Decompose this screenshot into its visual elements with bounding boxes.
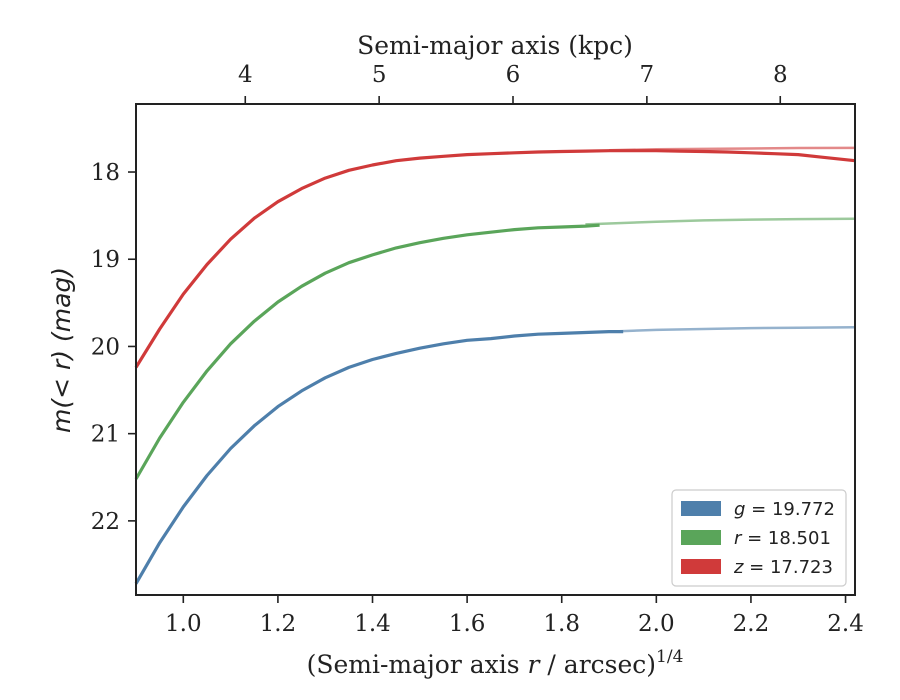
model-line-g: [608, 326, 856, 333]
x-tick-label: 1.6: [449, 611, 486, 637]
y-axis-label: m(< r) (mag): [47, 267, 76, 433]
top-axis-label: Semi-major axis (kpc): [357, 31, 633, 60]
top-tick-label: 6: [506, 62, 521, 88]
top-axis-ticks: 4 5 6 7 8: [238, 62, 788, 104]
y-tick-label: 19: [91, 247, 120, 273]
y-axis-ticks: 18 19 20 21 22: [91, 160, 136, 535]
legend-var: z: [733, 557, 749, 578]
series-line-g: [134, 330, 624, 585]
x-tick-label: 1.8: [543, 611, 580, 637]
legend-label-g: g = 19.772: [734, 499, 835, 520]
series-line-r: [134, 223, 600, 480]
legend-swatch-g: [681, 501, 721, 516]
x-axis-ticks: 1.0 1.2 1.4 1.6 1.8 2.0 2.2 2.4: [165, 595, 864, 637]
legend-var: r: [734, 528, 747, 549]
plot-frame: [135, 103, 856, 596]
y-tick-label: 21: [91, 422, 120, 448]
x-tick-label: 2.4: [827, 611, 864, 637]
x-tick-label: 2.2: [733, 611, 770, 637]
x-tick-label: 1.2: [260, 611, 297, 637]
x-tick-label: 1.0: [165, 611, 202, 637]
legend-label-z: z = 17.723: [733, 557, 833, 578]
x-axis-label-suffix: / arcsec): [539, 650, 656, 679]
top-tick-label: 4: [238, 62, 253, 88]
y-tick-label: 20: [91, 334, 120, 360]
legend-value: = 18.501: [747, 528, 831, 549]
top-tick-label: 7: [640, 62, 655, 88]
series-line-z: [134, 149, 856, 369]
legend-swatch-z: [681, 559, 721, 574]
x-axis-label-exponent: 1/4: [656, 647, 683, 667]
x-tick-label: 2.0: [638, 611, 675, 637]
legend-value: = 19.772: [751, 499, 835, 520]
y-tick-label: 18: [91, 160, 120, 186]
model-curves: [585, 146, 856, 333]
x-tick-label: 1.4: [354, 611, 391, 637]
x-axis-label-var: r: [528, 650, 542, 679]
y-tick-label: 22: [91, 509, 120, 535]
model-line-r: [585, 217, 856, 226]
legend-label-r: r = 18.501: [734, 528, 831, 549]
data-curves: [134, 149, 856, 585]
legend-swatch-r: [681, 530, 721, 545]
top-tick-label: 5: [372, 62, 387, 88]
legend-value: = 17.723: [749, 557, 833, 578]
top-tick-label: 8: [773, 62, 788, 88]
x-axis-label: (Semi-major axis r / arcsec)1/4: [307, 647, 684, 679]
x-axis-label-prefix: (Semi-major axis: [307, 650, 528, 679]
legend-var: g: [734, 499, 751, 520]
